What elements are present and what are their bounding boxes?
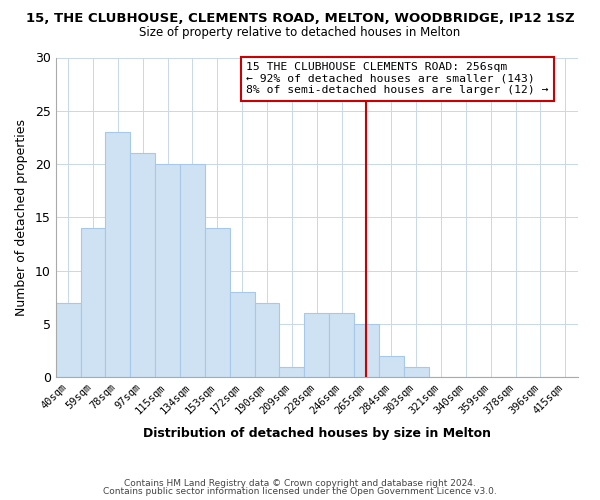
Bar bbox=[155, 164, 180, 378]
Text: Size of property relative to detached houses in Melton: Size of property relative to detached ho… bbox=[139, 26, 461, 39]
Bar bbox=[379, 356, 404, 378]
Bar bbox=[180, 164, 205, 378]
Y-axis label: Number of detached properties: Number of detached properties bbox=[15, 119, 28, 316]
X-axis label: Distribution of detached houses by size in Melton: Distribution of detached houses by size … bbox=[143, 427, 491, 440]
Bar bbox=[354, 324, 379, 378]
Text: 15, THE CLUBHOUSE, CLEMENTS ROAD, MELTON, WOODBRIDGE, IP12 1SZ: 15, THE CLUBHOUSE, CLEMENTS ROAD, MELTON… bbox=[26, 12, 574, 26]
Bar bbox=[230, 292, 254, 378]
Bar bbox=[329, 314, 354, 378]
Bar bbox=[254, 303, 280, 378]
Bar bbox=[130, 154, 155, 378]
Text: Contains HM Land Registry data © Crown copyright and database right 2024.: Contains HM Land Registry data © Crown c… bbox=[124, 478, 476, 488]
Bar bbox=[404, 367, 428, 378]
Bar bbox=[280, 367, 304, 378]
Bar bbox=[106, 132, 130, 378]
Text: Contains public sector information licensed under the Open Government Licence v3: Contains public sector information licen… bbox=[103, 487, 497, 496]
Bar bbox=[80, 228, 106, 378]
Bar bbox=[205, 228, 230, 378]
Bar bbox=[304, 314, 329, 378]
Bar bbox=[56, 303, 80, 378]
Text: 15 THE CLUBHOUSE CLEMENTS ROAD: 256sqm
← 92% of detached houses are smaller (143: 15 THE CLUBHOUSE CLEMENTS ROAD: 256sqm ←… bbox=[246, 62, 549, 96]
